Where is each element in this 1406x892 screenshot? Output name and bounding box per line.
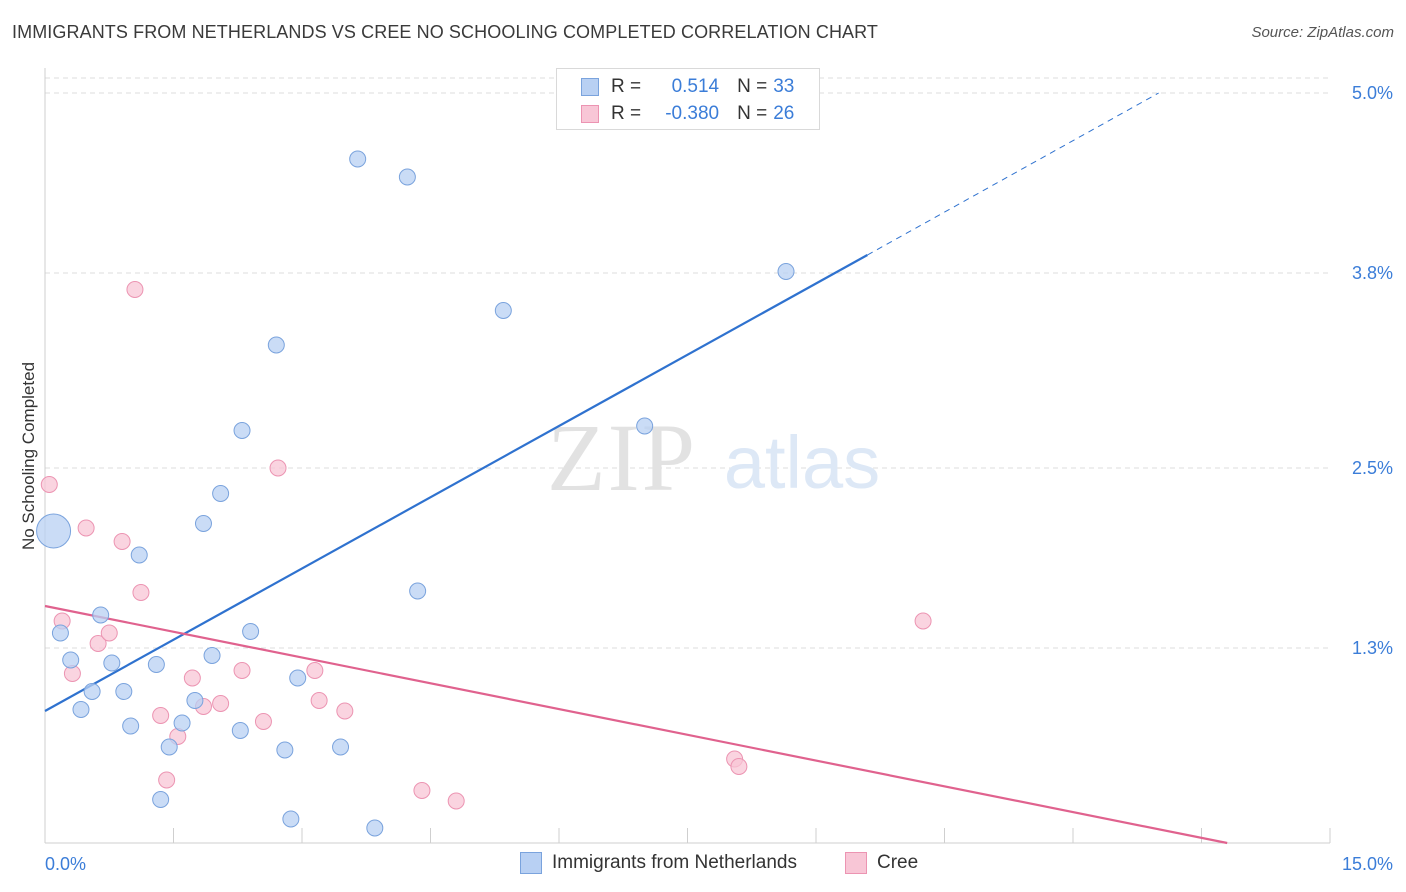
- cree-point: [100, 624, 118, 642]
- netherlands-point: [276, 741, 294, 759]
- legend-series-label: Cree: [877, 852, 919, 873]
- netherlands-point: [267, 336, 285, 354]
- axes-layer: [44, 68, 1331, 844]
- netherlands-point: [203, 647, 221, 664]
- chart-title: IMMIGRANTS FROM NETHERLANDS VS CREE NO S…: [12, 22, 879, 42]
- netherlands-point: [186, 692, 204, 709]
- y-tick-label: 1.3%: [1352, 638, 1393, 658]
- trend-layer: [44, 92, 1228, 845]
- cree-point: [212, 695, 230, 712]
- grid-layer: [45, 77, 1330, 649]
- legend-n-label: N =: [737, 103, 768, 124]
- netherlands-point: [51, 624, 69, 642]
- label-layer: 1.3% 2.5% 3.8% 5.0% 0.0% 15.0% No Schooling Co…: [19, 83, 1393, 874]
- cree-point: [447, 792, 465, 810]
- netherlands-point: [494, 302, 512, 319]
- netherlands-point: [349, 150, 367, 168]
- netherlands-point: [152, 791, 170, 808]
- correlation-legend: R = 0.514 N = 33 R = -0.380 N = 26: [556, 68, 820, 130]
- legend-n-value: 26: [773, 103, 795, 124]
- netherlands-point: [62, 651, 80, 669]
- cree-point: [310, 692, 328, 709]
- cree-point: [730, 758, 748, 775]
- cree-point: [126, 281, 144, 298]
- cree-point: [113, 533, 131, 550]
- watermark-atlas: atlas: [724, 421, 880, 504]
- cree-point: [336, 702, 354, 720]
- watermark-zip: ZIP: [547, 404, 697, 511]
- netherlands-point: [332, 738, 350, 756]
- legend-swatch-pink: [581, 105, 599, 123]
- legend-swatch-pink: [845, 852, 867, 874]
- cree-point: [413, 782, 431, 799]
- netherlands-point: [103, 654, 121, 672]
- cree-point: [158, 771, 176, 789]
- netherlands-point: [212, 485, 230, 502]
- trendline-cree: [44, 604, 1228, 845]
- legend-row-cree: R = -0.380 N = 26: [581, 102, 794, 126]
- cree-point: [254, 713, 272, 730]
- cree-point: [40, 476, 58, 493]
- netherlands-point: [409, 582, 427, 600]
- y-axis-label: No Schooling Completed: [19, 362, 38, 550]
- legend-r-label: R =: [611, 103, 642, 124]
- cree-point: [132, 584, 150, 601]
- y-tick-label: 3.8%: [1352, 263, 1393, 283]
- source-label: Source: ZipAtlas.com: [1251, 24, 1394, 41]
- netherlands-point: [72, 701, 90, 718]
- x-tick-label: 15.0%: [1342, 854, 1393, 874]
- legend-swatch-blue: [520, 852, 542, 874]
- cree-point: [269, 459, 287, 477]
- trendline-netherlands: [44, 254, 868, 712]
- points-layer: [36, 150, 932, 837]
- legend-n-label: N =: [737, 76, 768, 97]
- legend-r-value: 0.514: [671, 76, 720, 97]
- netherlands-point: [777, 263, 795, 280]
- series-legend-netherlands: Immigrants from Netherlands: [520, 852, 797, 874]
- legend-swatch-blue: [581, 78, 599, 96]
- cree-point: [233, 662, 251, 679]
- netherlands-point: [398, 168, 416, 186]
- trendline-netherlands-extension: [867, 92, 1159, 256]
- cree-point: [306, 662, 324, 679]
- watermark: ZIP atlas: [547, 404, 880, 511]
- series-legend-cree: Cree: [845, 852, 918, 874]
- legend-r-value: -0.380: [665, 103, 720, 124]
- netherlands-point: [122, 717, 140, 735]
- netherlands-point: [130, 546, 148, 564]
- cree-point: [914, 612, 932, 630]
- netherlands-point: [282, 810, 300, 828]
- netherlands-point: [160, 738, 178, 756]
- netherlands-point: [366, 819, 384, 837]
- netherlands-point: [83, 683, 101, 700]
- legend-row-netherlands: R = 0.514 N = 33: [581, 75, 794, 99]
- netherlands-point: [289, 669, 307, 687]
- netherlands-point: [231, 722, 249, 739]
- legend-n-value: 33: [773, 76, 795, 97]
- netherlands-point: [194, 515, 212, 532]
- netherlands-point: [147, 656, 165, 673]
- netherlands-point: [36, 513, 72, 549]
- netherlands-point: [242, 623, 260, 640]
- netherlands-point: [233, 422, 251, 439]
- legend-series-label: Immigrants from Netherlands: [552, 852, 797, 873]
- cree-point: [89, 635, 107, 652]
- cree-point: [152, 707, 170, 724]
- netherlands-point: [173, 714, 191, 732]
- netherlands-point: [115, 683, 133, 700]
- netherlands-point: [92, 606, 110, 624]
- y-tick-label: 5.0%: [1352, 83, 1393, 103]
- legend-r-label: R =: [611, 76, 642, 97]
- cree-point: [183, 669, 201, 687]
- x-tick-label: 0.0%: [45, 854, 86, 874]
- cree-point: [77, 519, 95, 537]
- y-tick-label: 2.5%: [1352, 458, 1393, 478]
- netherlands-point: [636, 417, 654, 435]
